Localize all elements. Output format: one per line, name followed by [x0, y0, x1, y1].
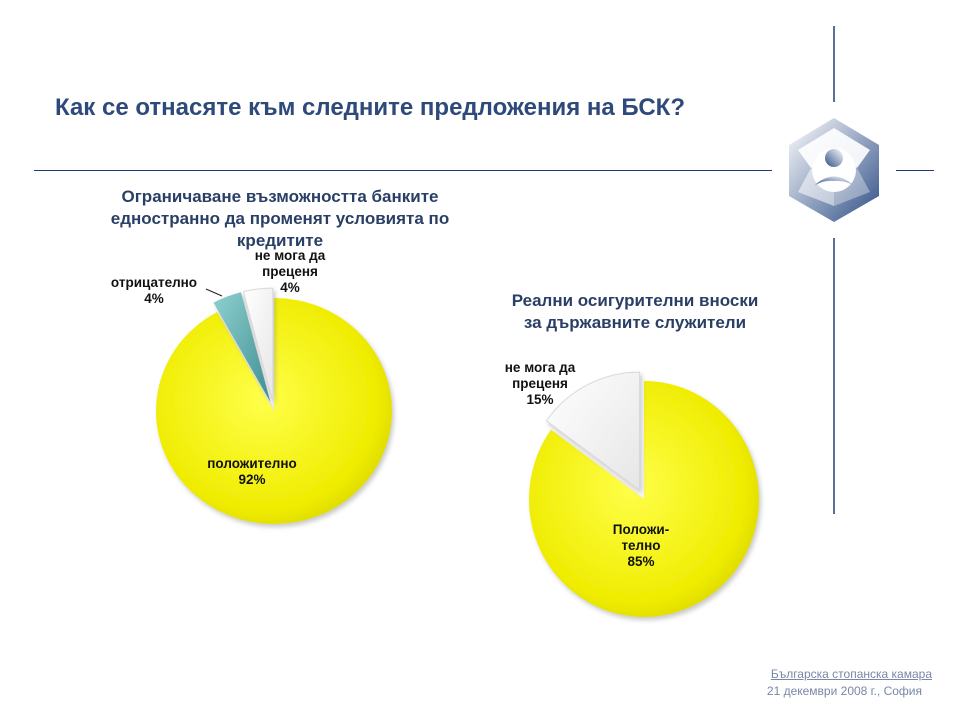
- chart2-slice-1: [545, 371, 640, 492]
- slide-title: Как се отнасяте към следните предложения…: [55, 94, 685, 121]
- chart2-title-line2: за държавните служители: [523, 313, 747, 332]
- chart1-slice-1: [213, 292, 271, 402]
- chart1-title-line2: едностранно да променят условията по кре…: [110, 209, 450, 250]
- chart1-title-line1: Ограничаване възможността банките: [121, 187, 439, 206]
- footer-date: 21 декември 2008 г., София: [766, 684, 922, 698]
- chart1-slice-0: [156, 298, 393, 524]
- chart1-slice-2: [242, 287, 274, 402]
- chart1-title: Ограничаване възможността банките едност…: [90, 186, 470, 252]
- title-divider: [34, 170, 772, 171]
- chart1-data-label-1: отрицателно 4%: [111, 275, 197, 306]
- chart1-leader-line-1: [205, 288, 223, 297]
- chart2-data-label-1: не мога да преценя 15%: [505, 360, 576, 407]
- chart2-title: Реални осигурителни вноски за държавните…: [470, 290, 800, 334]
- chart2-title-line1: Реални осигурителни вноски: [511, 291, 759, 310]
- chart1-data-label-2: не мога да преценя 4%: [255, 248, 326, 295]
- chart2-slice-0: [529, 381, 759, 618]
- footer-organization-link[interactable]: Българска стопанска камара: [770, 667, 932, 681]
- chart1-data-label-0: положително 92%: [207, 456, 297, 487]
- chart2-data-label-0: Положи-телно 85%: [613, 522, 669, 569]
- logo-vertical-line-top: [833, 26, 835, 102]
- logo-divider-right: [896, 170, 934, 171]
- logo-vertical-line-bottom: [833, 238, 835, 514]
